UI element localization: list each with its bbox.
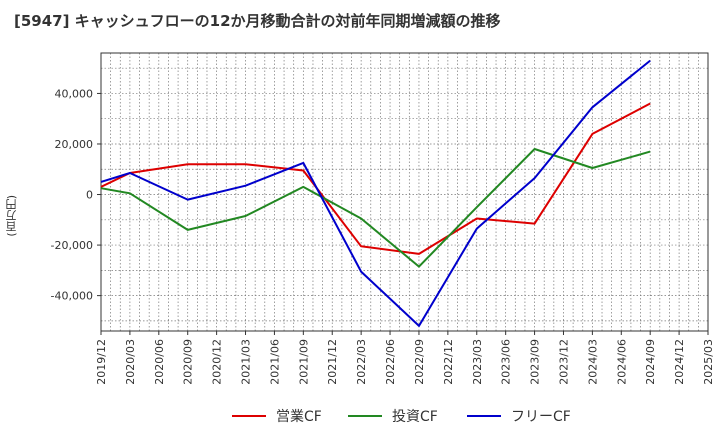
- plot-frame: [100, 52, 709, 332]
- x-tick-label: 2024/09: [644, 339, 657, 385]
- series-line-1: [100, 102, 651, 255]
- y-tick-label: -40,000: [51, 290, 93, 303]
- legend-item-1: 営業CF: [232, 404, 322, 428]
- x-tick-label: 2024/12: [673, 339, 686, 385]
- legend-swatch: [467, 415, 501, 417]
- x-tick-label: 2021/03: [240, 339, 253, 385]
- series-line-3: [100, 59, 651, 327]
- legend: 営業CF 投資CF フリーCF: [0, 404, 720, 428]
- x-tick-label: 2021/12: [326, 339, 339, 385]
- x-tick-label: 2020/12: [211, 339, 224, 385]
- legend-swatch: [348, 415, 382, 417]
- y-tick-label: 20,000: [55, 138, 94, 151]
- x-tick-label: 2022/12: [442, 339, 455, 385]
- y-tick-label: 40,000: [55, 87, 94, 100]
- x-tick-label: 2025/03: [702, 339, 715, 385]
- x-tick-label: 2023/09: [529, 339, 542, 385]
- x-tick-label: 2023/12: [557, 339, 570, 385]
- legend-swatch: [232, 415, 266, 417]
- legend-label: フリーCF: [511, 409, 571, 425]
- legend-label: 投資CF: [392, 409, 438, 425]
- chart-title: [5947] キャッシュフローの12か月移動合計の対前年同期増減額の推移: [14, 12, 501, 30]
- x-tick-label: 2020/03: [124, 339, 137, 385]
- x-tick-label: 2023/06: [500, 339, 513, 385]
- x-tick-label: 2022/03: [355, 339, 368, 385]
- x-tick-label: 2022/06: [384, 339, 397, 385]
- x-tick-label: 2024/03: [586, 339, 599, 385]
- y-tick-label: -20,000: [51, 239, 93, 252]
- x-tick-label: 2020/06: [153, 339, 166, 385]
- plot-area: [101, 53, 708, 331]
- x-tick-label: 2024/06: [615, 339, 628, 385]
- legend-label: 営業CF: [276, 409, 322, 425]
- legend-item-2: 投資CF: [348, 404, 438, 428]
- x-tick-label: 2019/12: [95, 339, 108, 385]
- x-tick-label: 2020/09: [182, 339, 195, 385]
- x-tick-label: 2021/06: [268, 339, 281, 385]
- x-tick-label: 2023/03: [471, 339, 484, 385]
- y-tick-label: 0: [86, 189, 93, 202]
- x-tick-label: 2021/09: [297, 339, 310, 385]
- x-tick-label: 2022/09: [413, 339, 426, 385]
- legend-item-3: フリーCF: [467, 404, 571, 428]
